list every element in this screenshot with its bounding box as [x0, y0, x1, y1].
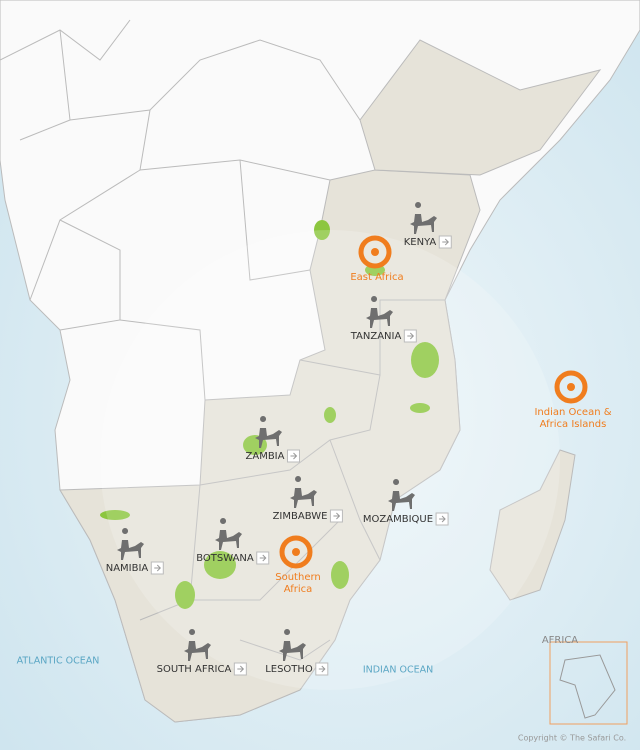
country-link[interactable]: SOUTH AFRICA: [157, 629, 247, 676]
country-link[interactable]: NAMIBIA: [106, 528, 164, 575]
region-link[interactable]: Indian Ocean &Africa Islands: [534, 370, 612, 430]
rider-icon: [410, 202, 437, 234]
country-label: BOTSWANA: [196, 553, 254, 564]
rider-icon: [255, 416, 282, 448]
rider-icon: [215, 518, 242, 550]
country-label: TANZANIA: [350, 331, 402, 342]
country-link[interactable]: TANZANIA: [350, 296, 417, 343]
country-link[interactable]: LESOTHO: [265, 629, 329, 676]
rider-icon: [366, 296, 393, 328]
borders: [0, 19, 361, 401]
target-inner: [292, 548, 300, 556]
parks: [100, 220, 439, 609]
rider-icon: [279, 629, 306, 661]
country-label: LESOTHO: [265, 664, 313, 675]
target-inner: [371, 248, 379, 256]
ocean-label: INDIAN OCEAN: [363, 665, 433, 676]
country-link[interactable]: MOZAMBIQUE: [363, 479, 449, 526]
arrow: [318, 665, 326, 673]
country-link[interactable]: ZIMBABWE: [273, 476, 343, 523]
target-outer: [358, 235, 392, 269]
country-link[interactable]: KENYA: [404, 202, 452, 249]
arrow: [333, 512, 341, 520]
rider-icon: [184, 629, 211, 661]
country-label: MOZAMBIQUE: [363, 514, 433, 525]
region-link[interactable]: East Africa: [350, 235, 404, 283]
arrow: [439, 515, 446, 523]
ocean-label: ATLANTIC OCEAN: [17, 656, 100, 667]
target-inner: [567, 383, 575, 391]
region-label: Southern: [275, 572, 321, 583]
inset-africa: [559, 654, 616, 719]
arrow: [290, 452, 298, 460]
country-link[interactable]: ZAMBIA: [246, 416, 300, 463]
arrow: [237, 665, 245, 673]
target-outer: [554, 370, 588, 404]
region-label: East Africa: [350, 272, 403, 283]
country-link[interactable]: BOTSWANA: [196, 518, 270, 565]
region-label: Africa Islands: [540, 419, 607, 430]
rider-icon: [388, 479, 415, 511]
country-label: ZIMBABWE: [273, 511, 328, 522]
country-label: SOUTH AFRICA: [157, 664, 232, 675]
country-label: ZAMBIA: [246, 451, 285, 462]
country-label: KENYA: [404, 237, 437, 248]
inset-frame: [549, 641, 628, 725]
rider-icon: [117, 528, 144, 560]
arrow: [442, 238, 449, 246]
inset-label: AFRICA: [542, 635, 578, 646]
target-outer: [279, 535, 313, 569]
arrow: [407, 332, 415, 340]
country-label: NAMIBIA: [106, 563, 149, 574]
region-glow: [100, 230, 560, 690]
rider-icon: [290, 476, 317, 508]
region-label: Africa: [284, 584, 313, 595]
ethiopia: [359, 39, 602, 176]
madagascar: [489, 449, 576, 601]
copyright: Copyright © The Safari Co.: [518, 734, 626, 743]
arrow: [154, 564, 161, 572]
region-label: Indian Ocean &: [534, 407, 611, 418]
arrow: [259, 554, 267, 562]
